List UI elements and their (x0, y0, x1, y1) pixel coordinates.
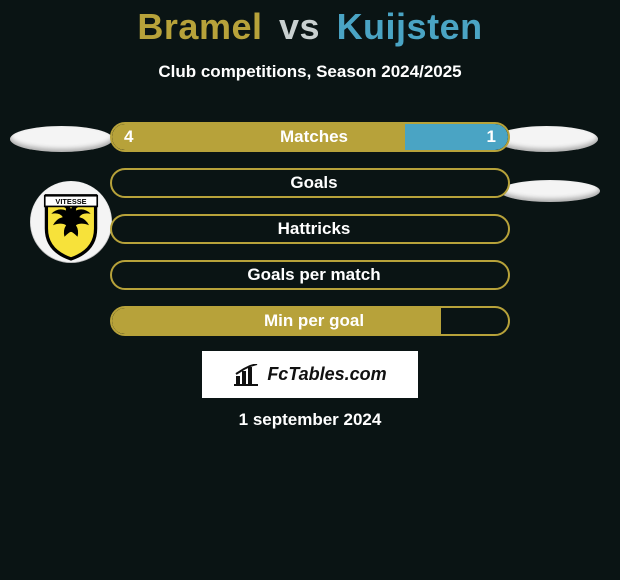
bar-label: Hattricks (110, 214, 510, 244)
attribution-badge: FcTables.com (202, 351, 418, 398)
bar-label: Min per goal (110, 306, 510, 336)
bar-label: Goals per match (110, 260, 510, 290)
badge-ellipse-right-2 (500, 180, 600, 202)
subtitle: Club competitions, Season 2024/2025 (0, 62, 620, 82)
comparison-bars: Matches4 1 Goals Hattricks Goals per match Mi… (110, 122, 510, 352)
date-label: 1 september 2024 (0, 410, 620, 430)
attribution-text: FcTables.com (267, 364, 386, 385)
bar-label: Matches (110, 122, 510, 152)
crest-banner-text: VITESSE (55, 197, 86, 206)
title-player1: Bramel (137, 6, 262, 47)
bar-row: Matches4 1 (110, 122, 510, 152)
badge-ellipse-right (495, 126, 598, 152)
bar-chart-icon (233, 364, 259, 386)
page-title: Bramel vs Kuijsten (0, 6, 620, 48)
title-vs: vs (279, 6, 320, 47)
badge-ellipse-left (10, 126, 113, 152)
bar-row: Goals (110, 168, 510, 198)
bar-row: Hattricks (110, 214, 510, 244)
bar-row: Min per goal (110, 306, 510, 336)
title-player2: Kuijsten (337, 6, 483, 47)
bar-value-p2: 1 (487, 122, 496, 152)
bar-value-p1: 4 (124, 122, 133, 152)
bar-label: Goals (110, 168, 510, 198)
club-crest-left: VITESSE (30, 181, 112, 263)
bar-row: Goals per match (110, 260, 510, 290)
